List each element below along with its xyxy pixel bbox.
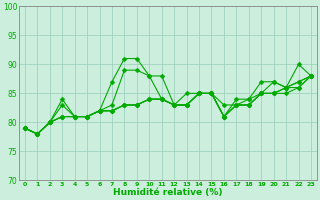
X-axis label: Humidité relative (%): Humidité relative (%)	[113, 188, 223, 197]
